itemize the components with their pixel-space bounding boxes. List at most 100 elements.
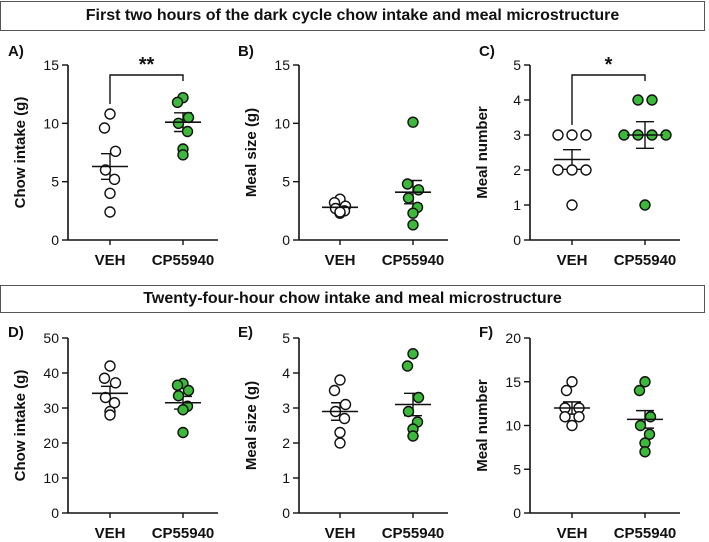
- panel-d-y-tick-label: 0: [51, 505, 59, 521]
- panel-c-y-title: Meal number: [474, 106, 491, 199]
- panel-a-point-veh: [104, 187, 116, 200]
- panel-f-point-veh: [566, 376, 578, 388]
- panel-d-letter: D): [8, 324, 24, 341]
- panel-f-point-veh: [573, 411, 585, 423]
- panel-f-y-tick-label: 0: [513, 505, 521, 521]
- panel-b-letter: B): [238, 43, 254, 60]
- panel-c-y-tick-label: 5: [513, 57, 521, 73]
- panel-a-y-tick-label: 15: [43, 57, 59, 73]
- section-title-twenty-four-hour: Twenty-four-hour chow intake and meal mi…: [0, 285, 705, 313]
- panel-f-point-cp55940: [633, 384, 646, 397]
- panel-d-y-tick-label: 30: [43, 400, 59, 416]
- panel-e-x-tick-label: VEH: [325, 525, 356, 542]
- panel-f-y-tick-label: 20: [505, 330, 521, 346]
- panel-e-point-veh: [334, 426, 346, 439]
- panel-c-y-tick-label: 4: [513, 92, 521, 108]
- panel-a-sig-label: **: [139, 54, 155, 76]
- panel-a-x-tick-label: VEH: [95, 252, 126, 269]
- panel-f-x-tick-label: VEH: [557, 525, 588, 542]
- panel-e-y-tick-label: 3: [282, 400, 290, 416]
- panel-e-y-tick-label: 5: [282, 330, 290, 346]
- panel-b-point-cp55940: [412, 184, 425, 196]
- panel-c-point-veh: [566, 199, 578, 211]
- panel-f-point-cp55940: [634, 419, 647, 432]
- panel-a-x-tick-label: CP55940: [152, 252, 215, 269]
- panel-c-sig-bracket: [571, 74, 646, 125]
- panel-d-point-veh: [104, 360, 116, 372]
- panel-f-y-tick-label: 10: [505, 418, 521, 434]
- panel-a-y-tick-label: 0: [51, 232, 59, 248]
- panel-e-y-tick-label: 4: [282, 365, 290, 381]
- panel-d-point-veh: [109, 377, 122, 389]
- panel-c-point-cp55940: [639, 199, 651, 211]
- panel-c-sig-label: *: [605, 54, 613, 76]
- panel-c-y-tick-label: 1: [513, 197, 521, 213]
- panel-b-y-tick-label: 10: [274, 115, 290, 131]
- panel-e-x-tick-label: CP55940: [382, 525, 445, 542]
- panel-f-point-veh: [566, 419, 578, 432]
- panel-c-x-tick-label: VEH: [557, 252, 588, 269]
- panel-b-y-title: Meal size (g): [243, 108, 260, 197]
- panel-e-letter: E): [238, 324, 253, 341]
- panel-a-point-veh: [104, 108, 116, 120]
- panel-f-point-cp55940: [639, 446, 651, 458]
- panel-c-point-veh: [580, 164, 592, 176]
- panel-a-point-veh: [98, 122, 111, 134]
- panel-a-point-cp55940: [182, 111, 195, 124]
- panel-a-sig-bracket: [109, 74, 184, 104]
- panel-a-y-title: Chow intake (g): [12, 97, 29, 209]
- panel-a-y-tick-label: 5: [51, 174, 59, 190]
- panel-c-y-tick-label: 0: [513, 232, 521, 248]
- panel-c-x-tick-label: CP55940: [614, 252, 677, 269]
- panel-a-y-tick-label: 10: [43, 115, 59, 131]
- panel-f-point-veh: [560, 384, 573, 397]
- panel-f-letter: F): [479, 324, 493, 341]
- panel-e-y-tick-label: 1: [282, 470, 290, 486]
- panel-a-point-cp55940: [177, 149, 189, 161]
- panel-e-point-veh: [334, 374, 346, 386]
- panel-f-y-tick-label: 15: [505, 374, 521, 390]
- panel-b-point-cp55940: [407, 219, 419, 231]
- panel-a-point-cp55940: [171, 96, 184, 109]
- panel-b-point-cp55940: [402, 192, 415, 204]
- panel-f-y-tick-label: 5: [513, 461, 521, 477]
- panel-b-x-tick-label: VEH: [325, 252, 356, 269]
- panel-d-y-tick-label: 10: [43, 470, 59, 486]
- panel-e-point-veh: [339, 398, 352, 411]
- panel-c-point-veh: [552, 129, 564, 141]
- panel-f-point-veh: [559, 411, 571, 423]
- panel-b-point-veh: [334, 206, 346, 218]
- panel-c-point-veh: [566, 164, 578, 176]
- panel-d-y-tick-label: 40: [43, 365, 59, 381]
- panel-b-y-tick-label: 5: [282, 174, 290, 190]
- panel-b-point-cp55940: [407, 116, 419, 128]
- panel-a-letter: A): [8, 43, 24, 60]
- panel-c-letter: C): [479, 43, 495, 60]
- panel-d-x-tick-label: VEH: [95, 525, 126, 542]
- panel-d-x-tick-label: CP55940: [152, 525, 215, 542]
- panel-d-point-veh: [104, 409, 116, 421]
- panel-f-point-cp55940: [639, 376, 651, 388]
- panel-f-point-cp55940: [644, 411, 657, 423]
- panel-c-point-cp55940: [632, 94, 644, 106]
- panel-d-y-title: Chow intake (g): [12, 370, 29, 482]
- panel-c-y-tick-label: 3: [513, 127, 521, 143]
- panel-e-point-cp55940: [412, 391, 425, 404]
- panel-e-y-title: Meal size (g): [243, 381, 260, 470]
- panel-c-point-veh: [580, 129, 592, 141]
- panel-c-point-veh: [552, 164, 564, 176]
- panel-a-point-veh: [104, 206, 116, 218]
- section-title-first-two-hours: First two hours of the dark cycle chow i…: [0, 1, 705, 31]
- panel-b-point-cp55940: [407, 207, 419, 219]
- panel-e-point-cp55940: [407, 430, 419, 442]
- panel-d-point-cp55940: [171, 379, 184, 391]
- panel-a-point-veh: [99, 164, 112, 176]
- panel-e-y-tick-label: 2: [282, 435, 290, 451]
- panel-e-point-cp55940: [407, 348, 419, 360]
- panel-b-y-tick-label: 15: [274, 57, 290, 73]
- panel-d-point-veh: [98, 372, 111, 384]
- panel-e-point-veh: [328, 384, 341, 397]
- panel-b-x-tick-label: CP55940: [382, 252, 445, 269]
- panel-d-y-tick-label: 50: [43, 330, 59, 346]
- panel-d-point-cp55940: [177, 404, 189, 416]
